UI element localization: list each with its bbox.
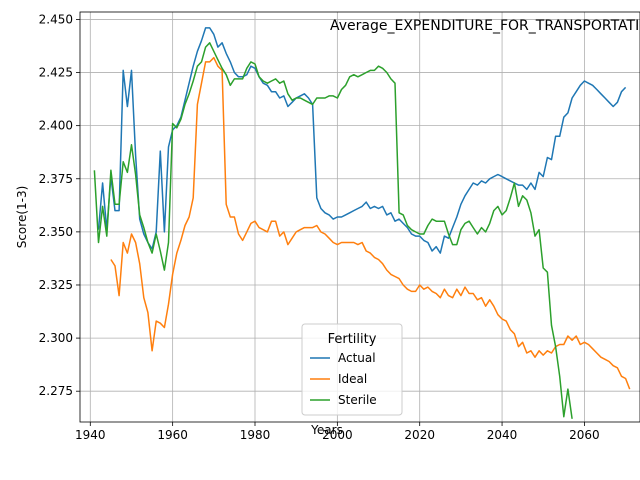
chart-title: Average_EXPENDITURE_FOR_TRANSPORTATION_M… [330, 18, 640, 34]
legend-label-sterile: Sterile [338, 393, 377, 407]
y-tick-label: 2.300 [39, 331, 73, 345]
x-tick-label: 2060 [569, 428, 600, 442]
x-tick-label: 2000 [322, 428, 353, 442]
legend-label-actual: Actual [338, 351, 376, 365]
y-tick-label: 2.375 [39, 172, 73, 186]
plot-frame [79, 11, 640, 423]
x-axis-label: Years [310, 423, 343, 437]
y-tick-label: 2.350 [39, 225, 73, 239]
y-tick-label: 2.400 [39, 119, 73, 133]
x-tick-label: 2020 [404, 428, 435, 442]
y-tick-label: 2.325 [39, 278, 73, 292]
y-axis-label: Score(1-3) [15, 186, 29, 249]
x-tick-label: 1940 [75, 428, 106, 442]
legend-box [301, 323, 403, 416]
y-tick-label: 2.425 [39, 66, 73, 80]
legend-entries: Actual Ideal Sterile [310, 351, 377, 407]
grid [80, 12, 640, 422]
legend: Fertility Actual Ideal Sterile [301, 323, 403, 416]
series-line-sterile [93, 42, 573, 419]
series-line-ideal [110, 56, 631, 390]
x-tick-label: 1980 [240, 428, 271, 442]
legend-title: Fertility [328, 332, 377, 347]
legend-label-ideal: Ideal [338, 372, 367, 386]
axis-ticks: 1940 1960 1980 2000 2020 2040 2060 2.275 2.300 2.… [39, 12, 600, 442]
series-line-actual [97, 27, 627, 254]
y-tick-label: 2.450 [39, 12, 73, 26]
x-tick-label: 2040 [487, 428, 518, 442]
series-lines [93, 27, 631, 419]
x-tick-label: 1960 [157, 428, 188, 442]
y-tick-label: 2.275 [39, 384, 73, 398]
